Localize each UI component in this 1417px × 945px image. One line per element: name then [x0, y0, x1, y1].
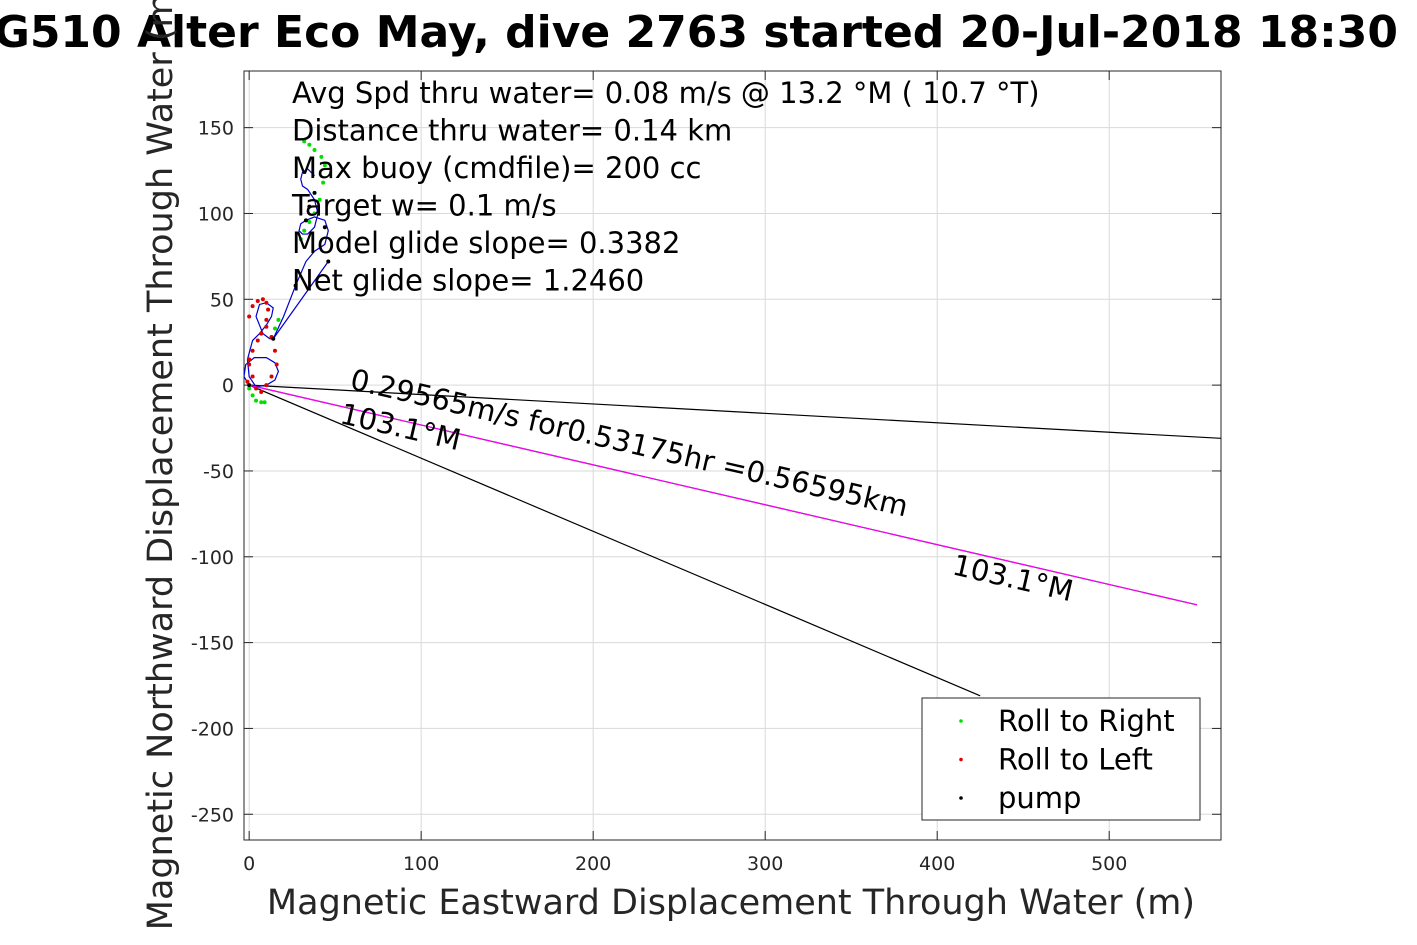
data-point: [303, 218, 308, 223]
data-point: [307, 142, 312, 147]
data-point: [264, 383, 269, 388]
data-point: [259, 400, 264, 405]
x-tick-label: 500: [1091, 853, 1127, 875]
data-point: [264, 300, 269, 305]
legend-label: Roll to Right: [998, 704, 1175, 738]
legend-marker: [959, 757, 963, 762]
data-point: [264, 324, 269, 329]
info-line: Distance thru water= 0.14 km: [292, 114, 732, 148]
data-point: [293, 283, 298, 288]
y-tick-label: -150: [191, 633, 234, 655]
data-point: [302, 139, 307, 144]
data-point: [307, 204, 312, 209]
data-point: [321, 180, 326, 185]
y-tick-label: 50: [210, 289, 234, 311]
data-point: [312, 147, 317, 152]
info-line: Avg Spd thru water= 0.08 m/s @ 13.2 °M (…: [292, 76, 1040, 110]
y-tick-label: -50: [203, 461, 234, 483]
data-point: [250, 374, 255, 379]
data-point: [322, 225, 327, 230]
data-point: [272, 348, 277, 353]
legend-box: [921, 697, 1201, 821]
info-text-block: Avg Spd thru water= 0.08 m/s @ 13.2 °M (…: [291, 76, 1040, 298]
reference-line: [249, 384, 1221, 439]
data-point: [247, 383, 252, 388]
x-tick-label: 300: [747, 853, 783, 875]
reference-line: [248, 384, 981, 697]
y-tick-label: 150: [198, 118, 234, 140]
legend-label: pump: [998, 781, 1081, 815]
data-point: [274, 362, 279, 367]
data-point: [247, 362, 252, 367]
legend: Roll to Right Roll to Left pump: [921, 697, 1201, 821]
y-tick-label: -200: [191, 718, 234, 740]
data-point: [307, 220, 312, 225]
data-point: [271, 336, 276, 341]
data-point: [259, 389, 264, 394]
data-point: [255, 338, 260, 343]
data-point: [326, 259, 331, 264]
data-point: [298, 237, 303, 242]
data-point: [262, 400, 267, 405]
data-point: [264, 317, 269, 322]
plot-frame: [243, 70, 1222, 841]
x-tick-label: 0: [243, 853, 255, 875]
data-point: [312, 190, 317, 195]
chart-title: SG510 Alter Eco May, dive 2763 started 2…: [0, 7, 1398, 58]
data-point: [247, 314, 252, 319]
reference-line: [272, 261, 329, 340]
y-axis-label: Magnetic Northward Displacement Through …: [141, 0, 181, 930]
data-point: [247, 386, 252, 391]
data-point: [319, 154, 324, 159]
x-axis-label: Magnetic Eastward Displacement Through W…: [267, 883, 1195, 923]
data-point: [276, 317, 281, 322]
data-point: [266, 307, 271, 312]
data-point: [322, 163, 327, 168]
legend-marker: [959, 796, 963, 800]
info-line: Model glide slope= 0.3382: [292, 226, 680, 260]
data-point: [259, 331, 264, 336]
data-point: [269, 374, 274, 379]
data-point: [254, 386, 259, 391]
x-tick-label: 200: [575, 853, 611, 875]
data-point: [250, 304, 255, 309]
data-point: [312, 211, 317, 216]
data-point: [250, 393, 255, 398]
data-point: [250, 348, 255, 353]
legend-marker: [959, 719, 963, 723]
data-point: [317, 197, 322, 202]
series-line: [249, 384, 1198, 606]
y-tick-label: 100: [198, 203, 234, 225]
y-tick-label: -250: [191, 804, 234, 826]
x-tick-label: 100: [403, 853, 439, 875]
data-point: [254, 398, 259, 403]
data-point: [260, 297, 265, 302]
data-point: [245, 379, 250, 384]
x-tick-label: 400: [919, 853, 955, 875]
legend-label: Roll to Left: [998, 743, 1153, 777]
y-tick-label: -100: [191, 547, 234, 569]
data-point: [272, 326, 277, 331]
plot-axes: 0 100 200 300 400 500 -250 -200 -150 -100 -50 0 50 10…: [191, 70, 1222, 875]
data-point: [302, 228, 307, 233]
info-line: Max buoy (cmdfile)= 200 cc: [292, 151, 701, 185]
data-point: [255, 299, 260, 304]
data-point: [247, 357, 252, 362]
info-line: Net glide slope= 1.2460: [292, 264, 644, 298]
y-tick-label: 0: [222, 375, 234, 397]
annotations: 0.29565m/s for0.53175hr =0.56595km103.1°…: [337, 362, 1076, 608]
info-line: Target w= 0.1 m/s: [291, 189, 557, 223]
